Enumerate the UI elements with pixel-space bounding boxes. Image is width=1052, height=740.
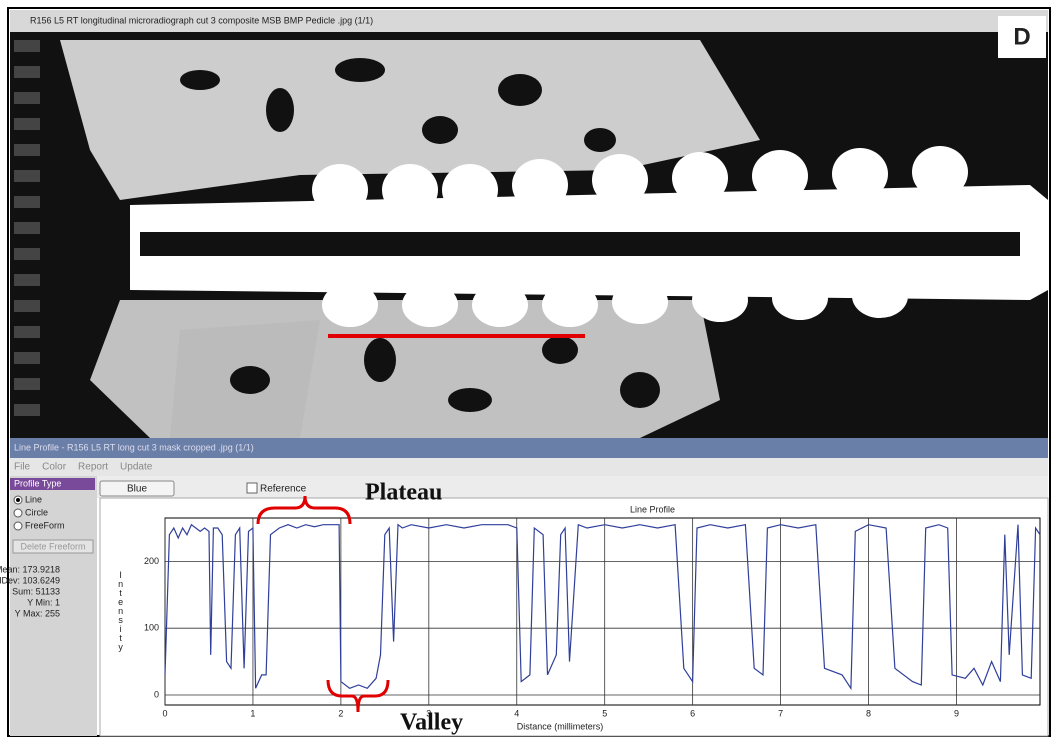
reference-checkbox[interactable]: [246, 482, 258, 494]
scale-strip: [14, 40, 40, 416]
profile-title: Line Profile - R156 L5 RT long cut 3 mas…: [14, 442, 254, 452]
x-tick-label: 9: [954, 708, 959, 718]
panel-label: D: [1013, 23, 1030, 50]
reference-label[interactable]: Reference: [260, 484, 307, 495]
x-tick-label: 6: [690, 708, 695, 718]
chart-title: Line Profile: [630, 504, 675, 514]
radio[interactable]: [13, 521, 23, 531]
color-button[interactable]: [99, 480, 175, 497]
x-tick-label: 4: [514, 708, 519, 718]
panel-heading-bg: [10, 478, 95, 490]
radio-label[interactable]: Circle: [25, 507, 48, 517]
menu-bar: [10, 458, 1048, 476]
x-tick-label: 2: [338, 708, 343, 718]
toolbar: [10, 476, 1048, 498]
color-button-label[interactable]: Blue: [127, 484, 147, 495]
stat: Mean: 173.9218: [0, 564, 60, 574]
x-axis-label: Distance (millimeters): [517, 721, 604, 731]
screw-core: [140, 232, 1020, 256]
x-tick-label: 0: [162, 708, 167, 718]
stat: Y Max: 255: [15, 608, 60, 618]
menu-item[interactable]: File: [14, 462, 31, 473]
y-tick-label: 0: [154, 689, 159, 699]
plateau-annotation: Plateau: [365, 480, 442, 506]
x-tick-label: 3: [426, 708, 431, 718]
valley-annotation: Valley: [400, 710, 463, 736]
plateau-bracket: [256, 495, 352, 525]
left-panel: [10, 476, 97, 736]
panel-heading: Profile Type: [14, 478, 61, 488]
x-tick-label: 1: [250, 708, 255, 718]
menu-item[interactable]: Color: [42, 462, 67, 473]
menu-item[interactable]: Report: [78, 462, 108, 473]
stat: Sum: 51133: [12, 586, 60, 596]
delete-button[interactable]: [12, 539, 94, 554]
x-tick-label: 8: [866, 708, 871, 718]
delete-button-label: Delete Freeform: [20, 541, 85, 551]
stat: Y Min: 1: [27, 597, 60, 607]
stat: StdDev: 103.6249: [0, 575, 60, 585]
valley-bracket: [326, 679, 390, 713]
radio-label[interactable]: Line: [25, 494, 42, 504]
x-tick-label: 7: [778, 708, 783, 718]
radio-label[interactable]: FreeForm: [25, 520, 65, 530]
radio-dot: [16, 498, 20, 502]
chart-area: [99, 497, 1049, 737]
bone-pores: [180, 58, 660, 412]
profile-title-bar: [10, 438, 1048, 458]
radio[interactable]: [13, 508, 23, 518]
menu-item[interactable]: Update: [120, 462, 153, 473]
y-tick-label: 200: [144, 556, 159, 566]
x-tick-label: 5: [602, 708, 607, 718]
label-box: [998, 16, 1046, 58]
profile-line: [164, 523, 1041, 691]
y-tick-label: 100: [144, 623, 159, 633]
title-bar: [10, 10, 1048, 32]
y-axis-label: Intensity: [116, 570, 126, 652]
window-title: R156 L5 RT longitudinal microradiograph …: [30, 15, 373, 25]
